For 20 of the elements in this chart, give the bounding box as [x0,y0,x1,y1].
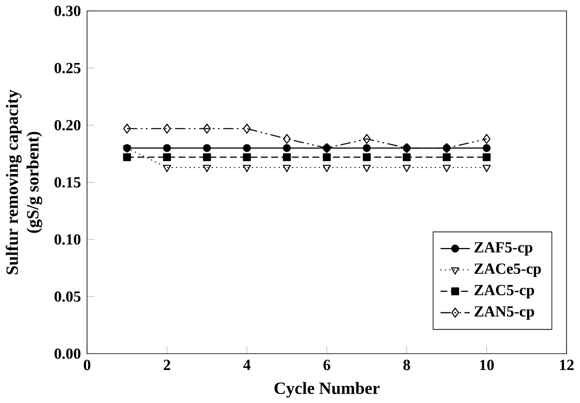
y-tick-label: 0.00 [54,348,80,359]
x-tick-label: 0 [84,360,90,370]
y-tick-label: 0.15 [54,176,80,188]
legend-label: ZACe5-cp [474,263,541,277]
y-tick-label: 0.25 [54,62,80,74]
x-tick-label: 6 [323,360,330,370]
y-tick-label: 0.10 [54,234,80,245]
x-axis-title: Cycle Number [274,382,380,398]
x-tick-label: 10 [480,360,494,370]
x-tick-label: 8 [403,360,410,370]
legend-label: ZAN5-cp [474,306,534,320]
x-tick-label: 12 [560,360,574,370]
legend-label: ZAF5-cp [474,242,532,256]
y-axis-title: Sulfur removing capacity (gS/g sorbent) [6,90,42,274]
legend-label: ZAC5-cp [474,284,534,298]
x-tick-label: 2 [164,360,170,370]
y-tick-label: 0.20 [54,120,80,130]
y-tick-label: 0.30 [54,6,80,16]
x-tick-label: 4 [243,360,250,370]
y-tick-label: 0.05 [54,291,80,302]
